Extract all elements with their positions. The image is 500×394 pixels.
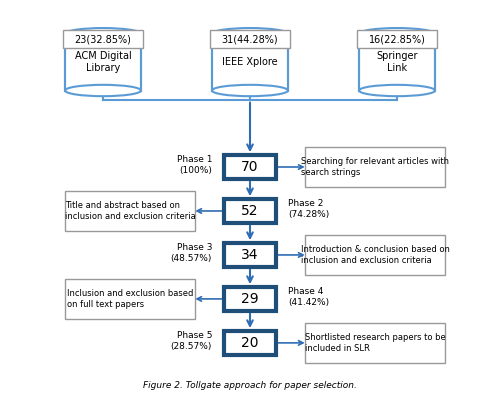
FancyBboxPatch shape — [65, 279, 195, 319]
FancyBboxPatch shape — [224, 155, 276, 179]
Bar — [65, 34, 141, 91]
FancyBboxPatch shape — [224, 287, 276, 311]
Text: Phase 4
(41.42%): Phase 4 (41.42%) — [288, 287, 329, 307]
Ellipse shape — [65, 28, 141, 39]
Text: Shortlisted research papers to be
included in SLR: Shortlisted research papers to be includ… — [304, 333, 446, 353]
Text: 23(32.85%): 23(32.85%) — [74, 34, 132, 44]
Text: Phase 5
(28.57%): Phase 5 (28.57%) — [170, 331, 212, 351]
Text: Figure 2. Tollgate approach for paper selection.: Figure 2. Tollgate approach for paper se… — [143, 381, 357, 390]
Text: IEEE Xplore: IEEE Xplore — [222, 57, 278, 67]
FancyBboxPatch shape — [62, 30, 144, 48]
Ellipse shape — [212, 28, 288, 39]
Text: Title and abstract based on
inclusion and exclusion criteria: Title and abstract based on inclusion an… — [64, 201, 196, 221]
Text: 52: 52 — [241, 204, 259, 218]
Text: Phase 3
(48.57%): Phase 3 (48.57%) — [170, 243, 212, 263]
FancyBboxPatch shape — [356, 30, 438, 48]
Text: Springer
Link: Springer Link — [376, 51, 418, 73]
Text: ACM Digital
Library: ACM Digital Library — [74, 51, 132, 73]
FancyBboxPatch shape — [65, 191, 195, 231]
Ellipse shape — [65, 85, 141, 96]
Ellipse shape — [359, 85, 435, 96]
Text: 34: 34 — [241, 248, 259, 262]
FancyBboxPatch shape — [210, 30, 290, 48]
Text: 16(22.85%): 16(22.85%) — [368, 34, 426, 44]
Text: 31(44.28%): 31(44.28%) — [222, 34, 278, 44]
Text: Inclusion and exclusion based
on full text papers: Inclusion and exclusion based on full te… — [67, 289, 193, 309]
Bar — [359, 34, 435, 91]
Text: 70: 70 — [241, 160, 259, 174]
FancyBboxPatch shape — [305, 235, 445, 275]
FancyBboxPatch shape — [224, 243, 276, 267]
FancyBboxPatch shape — [224, 331, 276, 355]
FancyBboxPatch shape — [305, 147, 445, 187]
FancyBboxPatch shape — [305, 323, 445, 363]
Bar — [212, 34, 288, 91]
Text: Phase 1
(100%): Phase 1 (100%) — [176, 156, 212, 175]
Text: Phase 2
(74.28%): Phase 2 (74.28%) — [288, 199, 329, 219]
Text: 29: 29 — [241, 292, 259, 306]
Text: 20: 20 — [241, 336, 259, 350]
FancyBboxPatch shape — [224, 199, 276, 223]
Ellipse shape — [212, 85, 288, 96]
Text: Introduction & conclusion based on
inclusion and exclusion criteria: Introduction & conclusion based on inclu… — [300, 245, 450, 265]
Text: Searching for relevant articles with
search strings: Searching for relevant articles with sea… — [301, 157, 449, 177]
Ellipse shape — [359, 28, 435, 39]
